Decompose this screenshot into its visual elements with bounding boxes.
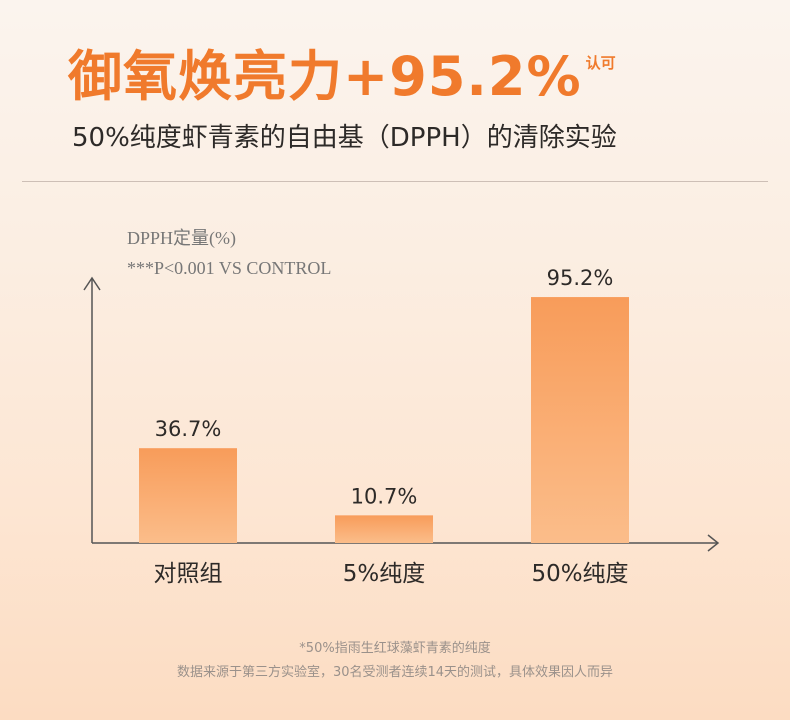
y-axis-arrow bbox=[83, 276, 101, 291]
bar-2 bbox=[335, 515, 433, 543]
bar-value-label-1: 36.7% bbox=[155, 417, 222, 441]
category-label-2: 5%纯度 bbox=[343, 561, 426, 587]
headline-main: 御氧焕亮力+95.2% bbox=[68, 45, 582, 108]
headline-superscript: 认可 bbox=[585, 54, 616, 72]
significance-note: ***P<0.001 VS CONTROL bbox=[127, 258, 332, 278]
divider bbox=[22, 181, 768, 182]
y-axis-label: DPPH定量(%) bbox=[127, 228, 237, 248]
subtitle: 50%纯度虾青素的自由基（DPPH）的清除实验 bbox=[72, 123, 617, 153]
footnote-purity: *50%指雨生红球藻虾青素的纯度 bbox=[299, 641, 491, 656]
category-label-3: 50%纯度 bbox=[531, 561, 628, 587]
bar-1 bbox=[139, 448, 237, 543]
x-axis-arrow bbox=[707, 534, 720, 552]
category-label-1: 对照组 bbox=[154, 561, 223, 587]
footnote-source: 数据来源于第三方实验室，30名受测者连续14天的测试，具体效果因人而异 bbox=[176, 665, 614, 680]
bar-value-label-3: 95.2% bbox=[547, 266, 614, 290]
bar-3 bbox=[531, 297, 629, 543]
headline: 御氧焕亮力+95.2% 认可 bbox=[68, 40, 616, 120]
bar-value-label-2: 10.7% bbox=[351, 484, 418, 508]
